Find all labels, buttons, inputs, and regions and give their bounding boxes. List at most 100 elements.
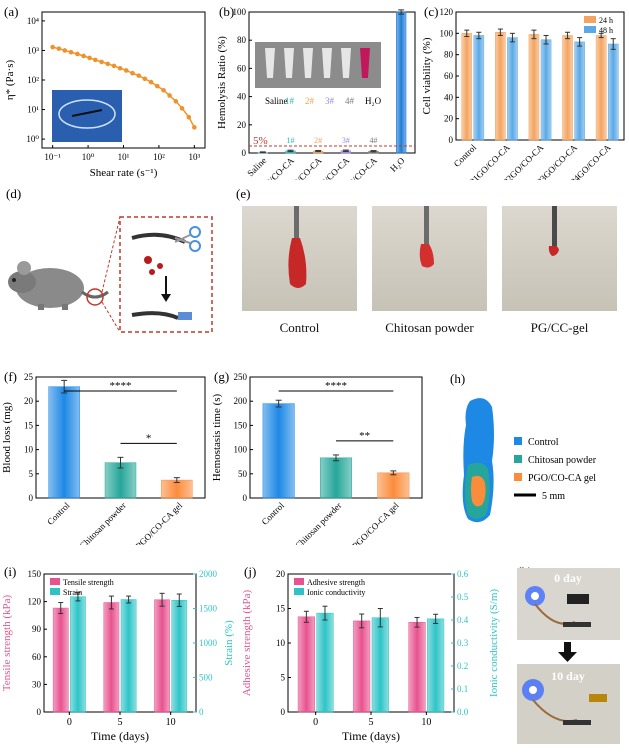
inset-dish xyxy=(58,99,116,129)
bar-24-h xyxy=(595,35,607,141)
y-axis-label: Ionic conductivity (S/m) xyxy=(488,589,500,697)
x-tick-label: 5 xyxy=(118,717,123,728)
y-tick-label: 60 xyxy=(237,63,247,73)
panel-letter: (b) xyxy=(219,4,234,19)
y-right-tick-label: 0.1 xyxy=(457,684,468,694)
chart-a-viscosity: (a) 10⁻¹ 10⁰ 10¹ 10² 10³ 10⁰ 10¹ 10² 10³ 10⁴ Shear … xyxy=(4,4,206,179)
bar xyxy=(396,11,407,154)
inset-tube-label: 4# xyxy=(345,96,355,106)
y-right-tick-label: 0.5 xyxy=(457,592,469,602)
y-tick-label: 10⁰ xyxy=(26,134,39,144)
chart-f-blood-loss: (f) 0 5 10 15 20 25 Blood loss (mg) Control Chito… xyxy=(1,369,206,551)
y-right-tick-label: 0.3 xyxy=(457,638,469,648)
y-right-tick-label: 500 xyxy=(199,673,213,683)
panel-j: (j) 0 5 10 15 20 0.0 0.1 0.2 0.3 0.4 0.5 0.6 Adhesive… xyxy=(240,560,505,749)
bleeding-photos: (e) xyxy=(236,186,617,311)
inset-tube-label: 3# xyxy=(325,96,335,106)
blood-stain-overlay: (h) Control Chitosan powder PGO/CO-CA ge… xyxy=(450,371,597,523)
y-tick-label: 5 xyxy=(281,673,286,683)
y-right-tick-label: 0 xyxy=(199,707,204,717)
photo-control xyxy=(242,206,357,311)
panel-a: (a) 10⁻¹ 10⁰ 10¹ 10² 10³ 10⁰ 10¹ 10² 10³ 10⁴ Shear … xyxy=(0,0,215,180)
y-tick-label: 15 xyxy=(276,604,286,614)
legend-label: 48 h xyxy=(599,26,613,35)
y-tick-label: 40 xyxy=(444,92,454,102)
data-point xyxy=(130,70,135,76)
bar-48-h xyxy=(540,39,552,141)
x-tick-label: Chitosan powder xyxy=(78,500,128,545)
panel-letter: (d) xyxy=(6,186,21,201)
y-right-tick-label: 0.2 xyxy=(457,661,468,671)
y-axis-label: Strain (%) xyxy=(223,620,235,666)
y-tick-label: 10² xyxy=(27,75,39,85)
photo-day0: 0 day xyxy=(517,568,620,640)
legend-swatch xyxy=(584,26,596,33)
x-tick-label: 10³ xyxy=(188,152,200,162)
bar-strain xyxy=(120,599,137,713)
inset-gel-strand xyxy=(71,109,103,117)
panel-g: (g) 0 50 100 150 200 250 Hemostasis time (s) Con… xyxy=(210,365,430,551)
x-tick-label: 10⁻¹ xyxy=(44,152,61,162)
y-right-tick-label: 0.6 xyxy=(457,569,469,579)
data-point xyxy=(117,65,123,71)
y-tick-label: 0 xyxy=(29,493,34,503)
x-tick-label: 10 xyxy=(166,717,176,728)
panel-letter: (j) xyxy=(244,564,256,579)
chart-g-hemostasis-time: (g) 0 50 100 150 200 250 Hemostasis time (s) Con… xyxy=(211,369,423,551)
x-tick-label: 0 xyxy=(313,717,318,728)
y-axis-label: Tensile strength (kPa) xyxy=(1,594,13,691)
x-tick-label: H₂O xyxy=(388,155,407,174)
bar-annotation: 2# xyxy=(314,136,322,145)
legend-label-chitosan: Chitosan powder xyxy=(528,455,597,466)
y-axis-label: Hemolysis Ratio (%) xyxy=(216,36,228,129)
mouse-icon xyxy=(8,261,109,310)
y-tick-label: 10 xyxy=(24,445,34,455)
panel-letter: (a) xyxy=(4,4,18,19)
photo-pg-cc-gel xyxy=(502,206,617,311)
x-tick-label: 10⁰ xyxy=(82,152,95,162)
data-point xyxy=(192,125,197,130)
chart-b-hemolysis: (b) 0 20 40 60 80 100 Hemolysis Ratio (%) Saline… xyxy=(216,4,416,200)
x-axis-label: Time (days) xyxy=(91,729,149,743)
y-axis-label: Adhesive strength (kPa) xyxy=(241,590,253,697)
y-right-tick-label: 1000 xyxy=(199,638,218,648)
panel-h: (h) Control Chitosan powder PGO/CO-CA ge… xyxy=(430,365,629,545)
legend-swatch xyxy=(50,578,60,585)
panel-letter: (f) xyxy=(4,369,17,384)
panel-b: (b) 0 20 40 60 80 100 Hemolysis Ratio (%) Saline… xyxy=(215,0,420,200)
scale-bar-label: 5 mm xyxy=(542,491,565,502)
inset-tube-label: Saline xyxy=(265,96,288,106)
tube-icon xyxy=(322,48,332,78)
data-point xyxy=(87,55,92,61)
procedure-box xyxy=(119,216,213,333)
x-tick-label: PGO/CO-CA gel xyxy=(134,500,185,545)
x-tick-label: 0 xyxy=(67,717,72,728)
mouse-tail-model-illustration: (d) xyxy=(6,186,213,333)
x-tick-label: PGO/CO-CA gel xyxy=(350,500,401,545)
bar xyxy=(377,472,410,499)
photo-day10: 10 day xyxy=(517,664,620,744)
y-tick-label: 25 xyxy=(24,372,34,382)
y-tick-label: 250 xyxy=(234,372,248,382)
data-point xyxy=(173,99,179,104)
label-day10: 10 day xyxy=(551,669,585,683)
bar-48-h xyxy=(574,41,585,141)
data-point xyxy=(154,83,160,89)
bar-strain xyxy=(70,596,86,713)
bar-adhesive-strength xyxy=(353,620,371,713)
panel-d: (d) xyxy=(0,180,230,350)
y-axis-label: Hemostasis time (s) xyxy=(211,393,223,481)
y-axis-label: Blood loss (mg) xyxy=(1,402,13,473)
inset-tubes-photo xyxy=(255,42,381,88)
inset-tube-label: H₂O xyxy=(365,96,382,106)
y-tick-label: 60 xyxy=(32,652,42,662)
y-tick-label: 0 xyxy=(242,148,247,158)
panel-letter: (i) xyxy=(4,564,16,579)
y-tick-label: 200 xyxy=(234,396,248,406)
legend-gel: PGO/CO-CA gel xyxy=(514,473,596,484)
y-tick-label: 100 xyxy=(233,7,247,17)
bar xyxy=(48,386,80,499)
tube-icon xyxy=(303,48,313,78)
bar-24-h xyxy=(562,35,573,141)
data-point xyxy=(167,93,172,98)
